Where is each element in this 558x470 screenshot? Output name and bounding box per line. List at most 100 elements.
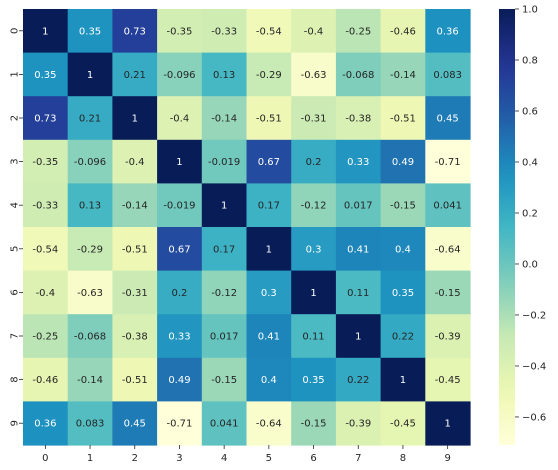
heatmap-cell-0-9 (425, 9, 471, 54)
cell-value-label-7-5: 0.41 (258, 332, 280, 343)
heatmap-cell-9-5 (246, 401, 292, 446)
y-tick-label-8: 8 (10, 376, 21, 382)
cell-value-label-2-6: -0.31 (301, 114, 327, 125)
cell-value-label-5-7: 0.41 (347, 244, 369, 255)
heatmap-cell-0-2 (112, 9, 158, 54)
cell-value-label-5-0: -0.54 (32, 244, 58, 255)
heatmap-cell-1-9 (425, 52, 471, 97)
cell-value-label-1-8: -0.14 (390, 70, 416, 81)
cell-value-label-0-0: 1 (42, 26, 48, 37)
heatmap-cell-5-3 (157, 227, 203, 272)
cell-value-label-3-4: -0.019 (208, 157, 240, 168)
cell-value-label-8-8: 1 (400, 375, 406, 386)
heatmap-cell-5-2 (112, 227, 158, 272)
heatmap-cell-2-8 (380, 96, 426, 141)
heatmap-cell-7-6 (291, 314, 337, 359)
heatmap-cell-1-2 (112, 52, 158, 97)
y-tick-label-4: 4 (10, 202, 21, 208)
heatmap-cell-2-7 (335, 96, 382, 141)
cell-value-label-8-7: 0.22 (347, 375, 369, 386)
cell-value-label-7-7: 1 (355, 332, 361, 343)
heatmap-cell-2-4 (201, 96, 248, 141)
heatmap-cell-8-9 (425, 357, 471, 402)
x-tick-label-3: 3 (176, 453, 182, 464)
heatmap-cell-7-2 (112, 314, 158, 359)
cell-value-label-4-2: -0.14 (122, 201, 148, 212)
heatmap-cell-1-0 (23, 52, 69, 97)
cell-value-label-3-2: -0.4 (125, 157, 145, 168)
heatmap-cell-0-0 (23, 9, 69, 54)
heatmap-cell-1-7 (335, 52, 382, 97)
heatmap-cell-9-8 (380, 401, 426, 446)
cell-value-label-8-2: -0.51 (122, 375, 148, 386)
heatmap-cell-9-9 (425, 401, 471, 446)
heatmap-cell-6-9 (425, 270, 471, 315)
heatmap-cell-5-9 (425, 227, 471, 272)
cell-value-label-0-1: 0.35 (79, 26, 101, 37)
heatmap-cell-4-0 (23, 183, 69, 228)
cell-value-label-4-8: -0.15 (390, 201, 416, 212)
cell-value-label-3-8: 0.49 (392, 157, 414, 168)
heatmap-cell-4-2 (112, 183, 158, 228)
heatmap-cell-7-8 (380, 314, 426, 359)
cell-value-label-1-1: 1 (87, 70, 93, 81)
colorbar-tick-label-4: 0.2 (522, 208, 538, 219)
cell-value-label-7-4: 0.017 (210, 332, 239, 343)
cell-value-label-3-0: -0.35 (32, 157, 58, 168)
heatmap-cell-2-1 (67, 96, 113, 141)
heatmap-cell-8-5 (246, 357, 292, 402)
cell-value-label-7-9: -0.39 (435, 332, 461, 343)
y-axis-ticks: 0 1 2 3 4 5 6 7 8 9 (10, 28, 23, 426)
cell-value-label-9-9: 1 (444, 419, 450, 430)
heatmap-cell-9-7 (335, 401, 382, 446)
heatmap-cell-3-5 (246, 139, 292, 184)
cell-value-label-3-3: 1 (176, 157, 182, 168)
cell-value-label-7-2: -0.38 (122, 332, 148, 343)
cell-value-label-8-1: -0.14 (77, 375, 103, 386)
heatmap-cell-3-3 (157, 139, 203, 184)
heatmap-cell-8-8 (380, 357, 426, 402)
heatmap-cell-5-1 (67, 227, 113, 272)
heatmap-cell-0-4 (201, 9, 248, 54)
cell-value-label-7-3: 0.33 (168, 332, 190, 343)
heatmap-cell-1-8 (380, 52, 426, 97)
cell-value-label-0-7: -0.25 (345, 26, 371, 37)
cell-value-label-7-0: -0.25 (32, 332, 58, 343)
heatmap-cell-0-5 (246, 9, 292, 54)
cell-value-label-0-6: -0.4 (304, 26, 324, 37)
cell-value-label-9-6: -0.15 (301, 419, 327, 430)
cell-value-label-3-5: 0.67 (258, 157, 280, 168)
x-tick-label-6: 6 (310, 453, 316, 464)
cell-value-label-9-2: 0.45 (124, 419, 146, 430)
heatmap-cell-0-1 (67, 9, 113, 54)
heatmap-cells: 1 0.35 0.73 -0.35 -0.33 -0.54 -0.4 -0.25 -0.46 0.… (23, 9, 471, 446)
cell-value-label-1-5: -0.29 (256, 70, 282, 81)
cell-value-label-4-3: -0.019 (163, 201, 195, 212)
cell-value-label-0-5: -0.54 (256, 26, 282, 37)
heatmap-cell-2-6 (291, 96, 337, 141)
cell-value-label-1-4: 0.13 (213, 70, 235, 81)
colorbar-ticks: −0.6 −0.4 −0.2 0.0 0.2 0.4 0.6 0.8 1.0 (515, 5, 546, 423)
heatmap-cell-2-3 (157, 96, 203, 141)
cell-value-label-9-0: 0.36 (34, 419, 56, 430)
colorbar-tick-label-1: −0.4 (522, 361, 546, 372)
x-tick-label-0: 0 (42, 453, 48, 464)
cell-value-label-6-1: -0.63 (77, 288, 103, 299)
heatmap-cell-6-2 (112, 270, 158, 315)
cell-value-label-2-7: -0.38 (345, 114, 371, 125)
cell-value-label-1-0: 0.35 (34, 70, 56, 81)
cell-value-label-4-0: -0.33 (32, 201, 58, 212)
heatmap-cell-8-2 (112, 357, 158, 402)
heatmap-cell-6-0 (23, 270, 69, 315)
heatmap-cell-8-7 (335, 357, 382, 402)
heatmap-cell-3-8 (380, 139, 426, 184)
heatmap-cell-4-7 (335, 183, 382, 228)
heatmap-cell-3-0 (23, 139, 69, 184)
y-tick-label-6: 6 (10, 289, 21, 295)
cell-value-label-5-4: 0.17 (213, 244, 235, 255)
heatmap-cell-4-1 (67, 183, 113, 228)
cell-value-label-6-6: 1 (310, 288, 316, 299)
cell-value-label-3-6: 0.2 (306, 157, 322, 168)
cell-value-label-2-2: 1 (132, 114, 138, 125)
heatmap-cell-5-8 (380, 227, 426, 272)
